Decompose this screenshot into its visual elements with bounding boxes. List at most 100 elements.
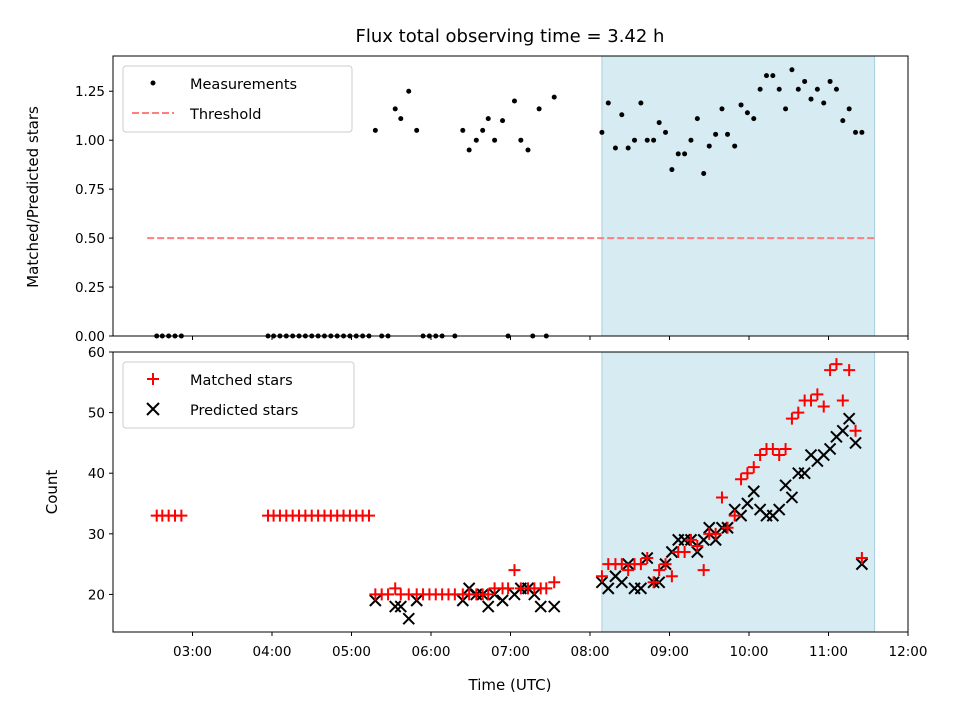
measurement-point — [398, 116, 404, 122]
x-tick-label: 10:00 — [730, 644, 769, 660]
matched-star-point — [502, 582, 515, 595]
measurement-point — [406, 88, 412, 94]
x-tick-label: 05:00 — [332, 644, 371, 660]
matched-star-point — [715, 491, 728, 504]
measurement-point — [669, 167, 675, 173]
matched-star-point — [817, 400, 830, 413]
predicted-star-point — [402, 612, 415, 625]
matched-star-point — [653, 564, 666, 577]
matched-star-point — [659, 558, 672, 571]
measurement-point — [763, 73, 769, 79]
measurement-point — [638, 100, 644, 106]
measurement-point — [492, 137, 498, 143]
bottom-axes-frame — [112, 351, 909, 633]
predicted-star-point — [534, 600, 547, 613]
predicted-star-point — [528, 588, 541, 601]
top-y-ticks: 0.00 0.25 0.50 0.75 1.00 1.25 — [75, 84, 113, 345]
matched-stars-series — [150, 358, 868, 601]
matched-star-point — [665, 570, 678, 583]
measurement-point — [833, 86, 839, 92]
measurement-point — [414, 127, 420, 133]
measurement-point — [853, 129, 859, 135]
measurement-point — [619, 112, 625, 118]
predicted-star-point — [665, 545, 679, 559]
matched-star-point — [785, 412, 798, 425]
predicted-star-point — [691, 545, 704, 559]
legend-label-predicted: Predicted stars — [190, 403, 298, 419]
measurement-point — [675, 151, 681, 157]
measurement-point — [846, 106, 852, 112]
predicted-star-point — [836, 424, 850, 437]
y-tick-label: 1.25 — [75, 84, 105, 100]
measurement-point — [808, 96, 814, 102]
measurement-point — [738, 102, 744, 108]
measurement-point — [795, 86, 801, 92]
bottom-legend-box — [122, 361, 355, 429]
measurement-point — [821, 100, 827, 106]
measurement-point — [802, 78, 808, 84]
predicted-star-point — [482, 600, 495, 613]
predicted-star-point — [602, 582, 615, 595]
x-tick-label: 06:00 — [412, 644, 451, 660]
predicted-star-point — [779, 479, 792, 492]
measurement-point — [713, 131, 719, 137]
chart-title: Flux total observing time = 3.42 h — [356, 26, 665, 47]
measurement-point — [651, 137, 657, 143]
matched-star-point — [548, 576, 561, 589]
matched-star-point — [691, 539, 704, 552]
measurement-point — [518, 137, 524, 143]
matched-star-point — [622, 564, 635, 577]
matched-star-point — [389, 582, 402, 595]
measurement-point — [663, 129, 669, 135]
y-tick-label: 30 — [88, 527, 105, 543]
measurement-point — [625, 145, 631, 151]
matched-star-point — [362, 509, 375, 522]
x-tick-label: 08:00 — [571, 644, 610, 660]
predicted-star-point — [634, 582, 648, 595]
matched-star-point — [540, 582, 553, 595]
x-tick-label: 09:00 — [650, 644, 689, 660]
measurement-point — [770, 73, 776, 79]
matched-star-point — [766, 442, 779, 455]
predicted-star-point — [615, 576, 629, 589]
measurement-point — [814, 86, 820, 92]
measurement-point — [551, 94, 557, 100]
measurement-point — [701, 170, 707, 176]
predicted-star-point — [709, 533, 722, 547]
y-tick-label: 0.25 — [75, 280, 105, 296]
matched-star-point — [697, 564, 710, 577]
matched-star-point — [508, 564, 521, 577]
x-tick-label: 03:00 — [173, 644, 212, 660]
measurement-point — [682, 151, 688, 157]
predicted-star-point — [785, 491, 799, 504]
y-tick-label: 1.00 — [75, 133, 105, 149]
legend-label-matched: Matched stars — [190, 373, 293, 389]
measurement-point — [789, 67, 795, 73]
matched-star-point — [811, 388, 824, 401]
predicted-stars-series — [369, 412, 869, 625]
bottom-y-axis-label: Count — [43, 470, 61, 515]
measurement-point — [706, 143, 712, 149]
measurement-point — [473, 137, 479, 143]
matched-star-point — [721, 521, 734, 534]
top-panel: 0.00 0.25 0.50 0.75 1.00 1.25 Matched/Predict… — [24, 55, 909, 345]
legend-marker-predicted — [146, 402, 160, 416]
matched-star-point — [595, 570, 608, 583]
predicted-star-point — [773, 503, 786, 516]
y-tick-label: 0.00 — [75, 329, 105, 345]
matched-star-point — [836, 394, 849, 407]
predicted-star-point — [849, 436, 862, 450]
x-tick-label: 12:00 — [889, 644, 928, 660]
legend-marker-measurements — [150, 80, 156, 86]
measurement-point — [744, 110, 750, 116]
matched-star-point — [684, 533, 697, 546]
y-tick-label: 20 — [88, 587, 105, 603]
measurement-point — [632, 137, 638, 143]
predicted-star-point — [703, 521, 716, 534]
measurement-point — [525, 147, 531, 153]
matched-star-point — [855, 552, 868, 565]
predicted-star-point — [697, 533, 710, 547]
bottom-x-ticks: 03:00 04:00 05:00 06:00 07:00 08:00 09:00 10:00… — [173, 632, 927, 660]
measurement-point — [599, 129, 605, 135]
bottom-y-ticks: 20 30 40 50 60 — [88, 345, 113, 603]
